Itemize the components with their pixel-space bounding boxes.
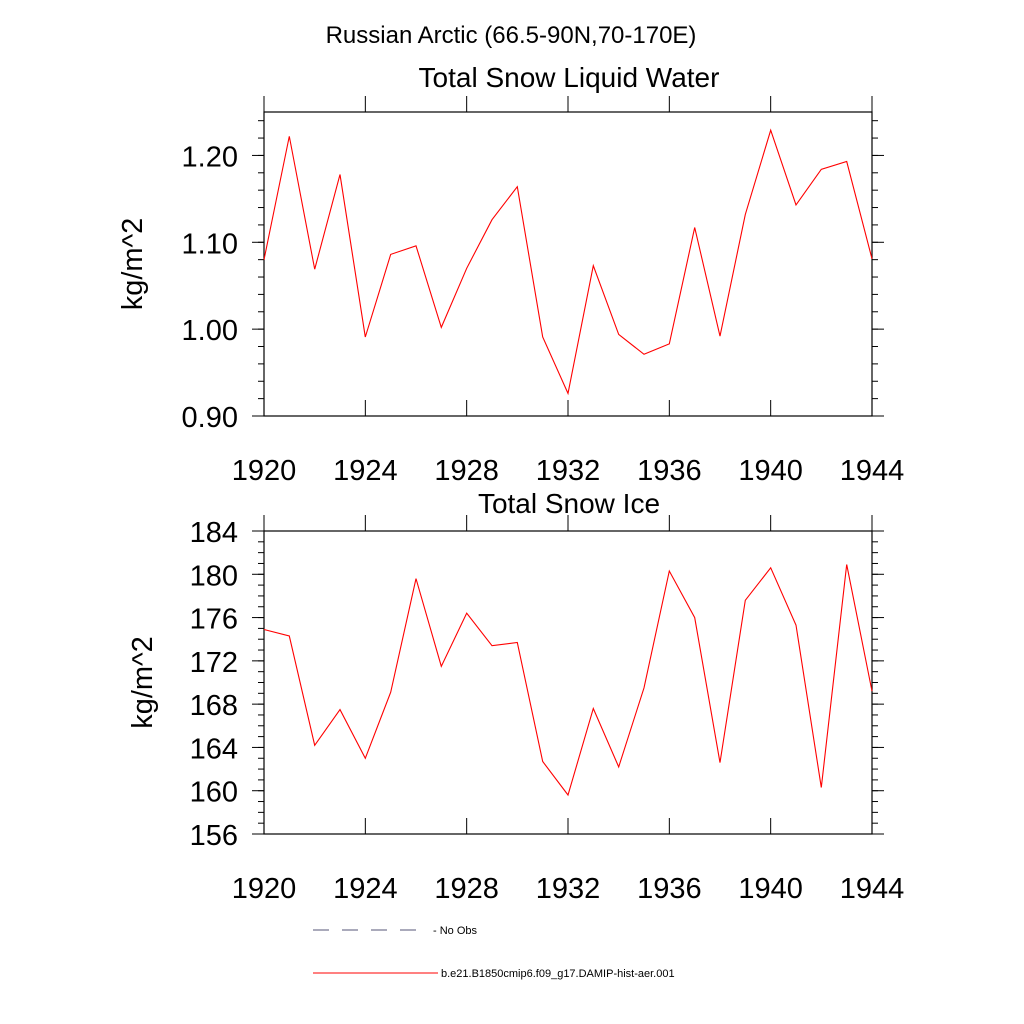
x-tick-label: 1928 [434, 455, 499, 487]
x-tick-label: 1944 [840, 455, 905, 487]
y-tick-label: 184 [190, 517, 238, 549]
legend-model-label: b.e21.B1850cmip6.f09_g17.DAMIP-hist-aer.… [441, 968, 675, 980]
series-line [263, 128, 873, 396]
plot-frame [263, 530, 873, 835]
y-axis-label: kg/m^2 [127, 636, 159, 729]
y-tick-label: 1.20 [182, 141, 238, 173]
panel-title: Total Snow Ice [478, 488, 660, 519]
plot-frame [263, 111, 873, 417]
x-tick-label: 1920 [232, 873, 297, 905]
legend-obs-label: - No Obs [433, 925, 478, 937]
y-tick-label: 160 [190, 777, 238, 809]
y-tick-label: 1.00 [182, 315, 238, 347]
y-tick-label: 180 [190, 560, 238, 592]
y-tick-label: 176 [190, 604, 238, 636]
x-tick-label: 1944 [840, 873, 905, 905]
panel-title: Total Snow Liquid Water [419, 62, 720, 93]
x-tick-label: 1936 [637, 455, 702, 487]
y-tick-label: 172 [190, 647, 238, 679]
x-tick-label: 1932 [536, 455, 601, 487]
y-tick-label: 1.10 [182, 228, 238, 260]
snow-ice-panel: 1920 1924 1928 1932 1936 1940 1944 156 160 164 168… [127, 488, 904, 905]
y-tick-label: 156 [190, 820, 238, 852]
figure-suptitle: Russian Arctic (66.5-90N,70-170E) [326, 22, 697, 49]
y-axis-label: kg/m^2 [117, 218, 149, 311]
y-tick-label: 168 [190, 690, 238, 722]
x-tick-label: 1928 [434, 873, 499, 905]
x-tick-label: 1936 [637, 873, 702, 905]
legend: - No Obs b.e21.B1850cmip6.f09_g17.DAMIP-… [313, 925, 675, 980]
x-tick-label: 1924 [333, 455, 398, 487]
series-line [263, 564, 873, 797]
x-tick-label: 1940 [738, 455, 803, 487]
x-tick-label: 1932 [536, 873, 601, 905]
snow-liquid-water-panel: 1920 1924 1928 1932 1936 1940 1944 0.90 1.00 1.10… [117, 62, 904, 487]
y-tick-label: 0.90 [182, 402, 238, 434]
y-tick-label: 164 [190, 733, 238, 765]
x-tick-label: 1940 [738, 873, 803, 905]
x-tick-label: 1920 [232, 455, 297, 487]
x-tick-label: 1924 [333, 873, 398, 905]
